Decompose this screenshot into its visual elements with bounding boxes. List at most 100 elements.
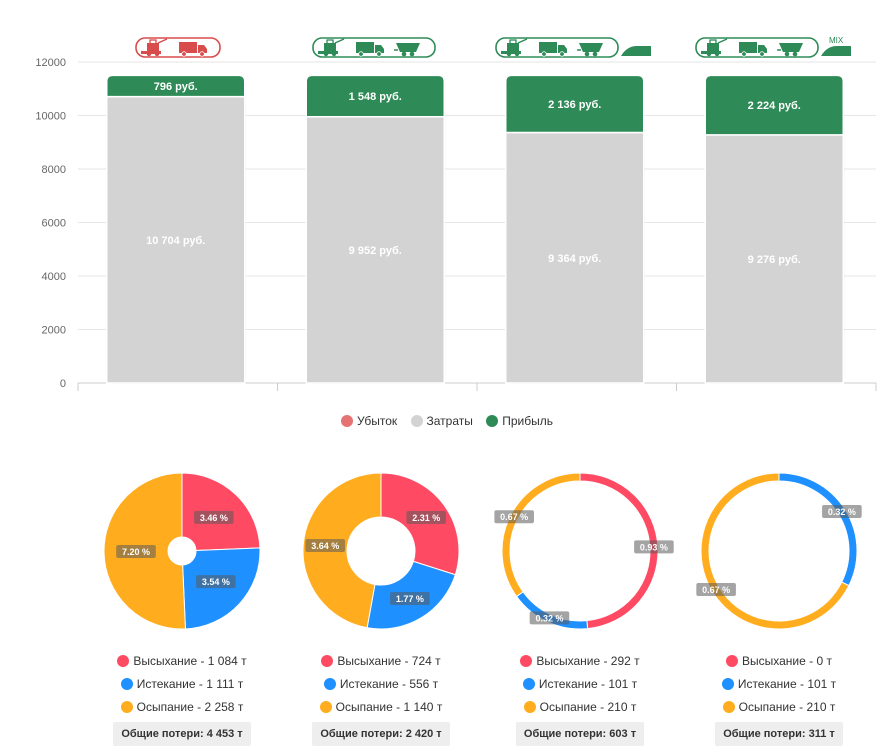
total-losses-value: 603 т (609, 728, 637, 740)
slice-percent-label: 0.67 % (702, 585, 730, 595)
harvester-icon (318, 38, 345, 57)
y-tick-label: 2000 (42, 325, 66, 337)
total-losses: Общие потери: 2 420 т (312, 722, 450, 746)
machine-icon-group (312, 34, 440, 60)
legend-item-loss[interactable]: Убыток (341, 414, 397, 428)
slice-label-bg (494, 510, 534, 524)
bar-value-label: 10 704 руб. (146, 235, 205, 247)
harvester-icon (701, 38, 728, 57)
total-losses-label: Общие потери: (121, 728, 207, 740)
bar-value-label: 1 548 руб. (349, 91, 402, 103)
donut-legend-item-shedding[interactable]: Осыпание - 1 140 т (281, 700, 481, 714)
total-losses-box: Общие потери: 603 т (480, 722, 680, 746)
donut-legend-item-drying[interactable]: Высыхание - 1 084 т (82, 654, 282, 668)
total-losses: Общие потери: 603 т (515, 722, 645, 746)
donut-chart: 2.31 % 1.77 % 3.64 % (302, 472, 460, 630)
bar-segment-profit[interactable] (704, 74, 844, 136)
machine-icon-group (135, 34, 225, 60)
grain-cart-icon (577, 43, 603, 57)
y-tick-label: 6000 (42, 218, 66, 230)
slice-label-bg (696, 583, 736, 597)
donut-slice[interactable] (700, 472, 850, 630)
donut-chart-block: 0.93 % 0.32 % 0.67 % Высыхание - 292 т Истек… (480, 470, 680, 746)
truck-icon (539, 42, 567, 57)
bar-segment-profit[interactable] (305, 74, 445, 118)
legend-dot-leakage (721, 678, 734, 690)
total-losses-label: Общие потери: (523, 728, 610, 740)
total-losses-box: Общие потери: 311 т (679, 722, 879, 746)
stacked-bar-chart: 0 2000 4000 6000 8000 10000 12000 10 704 руб. 79… (35, 57, 877, 391)
total-losses-label: Общие потери: (320, 728, 406, 740)
y-tick-label: 12000 (35, 57, 66, 69)
legend-dot-drying (117, 655, 130, 667)
legend-dot-costs (410, 415, 423, 427)
bar-segment-costs[interactable] (505, 131, 645, 384)
donut-legend-label: Истекание - 101 т (538, 677, 638, 691)
donut-legend-label: Осыпание - 210 т (738, 700, 836, 714)
donut-legend-item-shedding[interactable]: Осыпание - 2 258 т (82, 700, 282, 714)
legend-dot-drying (321, 655, 334, 667)
harvester-icon (141, 38, 168, 57)
slice-label-bg (305, 538, 346, 552)
total-losses-value: 4 453 т (206, 728, 243, 740)
donut-slice[interactable] (778, 472, 858, 587)
bar-value-label: 9 276 руб. (748, 254, 801, 266)
bar-segment-costs[interactable] (106, 95, 246, 384)
donut-legend-item-shedding[interactable]: Осыпание - 210 т (679, 700, 879, 714)
grain-cart-icon (394, 43, 420, 57)
bar-segment-costs[interactable] (305, 116, 445, 384)
slice-label-bg (116, 545, 156, 559)
donut-legend-label: Высыхание - 724 т (337, 654, 441, 668)
machine-icon-group (495, 34, 657, 60)
slice-label-bg (822, 504, 862, 518)
y-tick-label: 10000 (35, 111, 66, 123)
donut-chart-block: 3.46 % 3.54 % 7.20 % Высыхание - 1 084 т Ист… (82, 470, 282, 746)
bar-value-label: 2 224 руб. (748, 100, 801, 112)
machine-icon-group: MIX (695, 34, 857, 60)
legend-dot-shedding (523, 701, 536, 713)
donut-legend-label: Истекание - 556 т (339, 677, 439, 691)
legend-dot-profit (486, 415, 499, 427)
bar-segment-profit[interactable] (106, 74, 246, 98)
total-losses: Общие потери: 311 т (715, 722, 843, 746)
donut-chart: 0.32 % 0.67 % (696, 472, 862, 630)
total-losses-value: 2 420 т (405, 728, 442, 740)
legend-item-profit[interactable]: Прибыль (486, 414, 553, 428)
legend-item-costs[interactable]: Затраты (410, 414, 473, 428)
grain-sleeve-icon (621, 46, 651, 56)
donut-legend-item-leakage[interactable]: Истекание - 101 т (480, 677, 680, 691)
legend-dot-shedding (319, 701, 332, 713)
legend-dot-drying (520, 655, 533, 667)
y-tick-label: 8000 (42, 164, 66, 176)
mix-label: MIX (829, 36, 844, 45)
donut-legend-label: Осыпание - 1 140 т (335, 700, 443, 714)
legend-label-costs: Затраты (426, 414, 473, 428)
slice-percent-label: 2.31 % (412, 513, 440, 523)
slice-label-bg (634, 540, 674, 554)
bar-chart-legend: Убыток Затраты Прибыль (0, 414, 894, 428)
y-tick-label: 0 (60, 378, 66, 390)
donut-legend-item-drying[interactable]: Высыхание - 0 т (679, 654, 879, 668)
bar-segment-profit[interactable] (505, 74, 645, 134)
slice-label-bg (406, 510, 447, 524)
donut-legend-item-shedding[interactable]: Осыпание - 210 т (480, 700, 680, 714)
legend-dot-shedding (120, 701, 133, 713)
donut-chart: 0.93 % 0.32 % 0.67 % (494, 472, 674, 630)
slice-percent-label: 7.20 % (122, 547, 150, 557)
truck-icon (739, 42, 767, 57)
donut-legend-item-leakage[interactable]: Истекание - 556 т (281, 677, 481, 691)
donut-legend-label: Высыхание - 292 т (536, 654, 640, 668)
donut-legend-item-drying[interactable]: Высыхание - 292 т (480, 654, 680, 668)
donut-slice[interactable] (501, 472, 581, 598)
harvester-icon (501, 38, 528, 57)
bar-segment-costs[interactable] (704, 134, 844, 384)
slice-percent-label: 3.64 % (311, 541, 339, 551)
donut-legend-item-drying[interactable]: Высыхание - 724 т (281, 654, 481, 668)
donut-legend-item-leakage[interactable]: Истекание - 1 111 т (82, 677, 282, 691)
donut-slice[interactable] (182, 547, 261, 630)
legend-dot-leakage (323, 678, 336, 690)
donut-legend-item-leakage[interactable]: Истекание - 101 т (679, 677, 879, 691)
truck-icon (356, 42, 384, 57)
slice-percent-label: 3.46 % (200, 513, 228, 523)
total-losses: Общие потери: 4 453 т (113, 722, 251, 746)
